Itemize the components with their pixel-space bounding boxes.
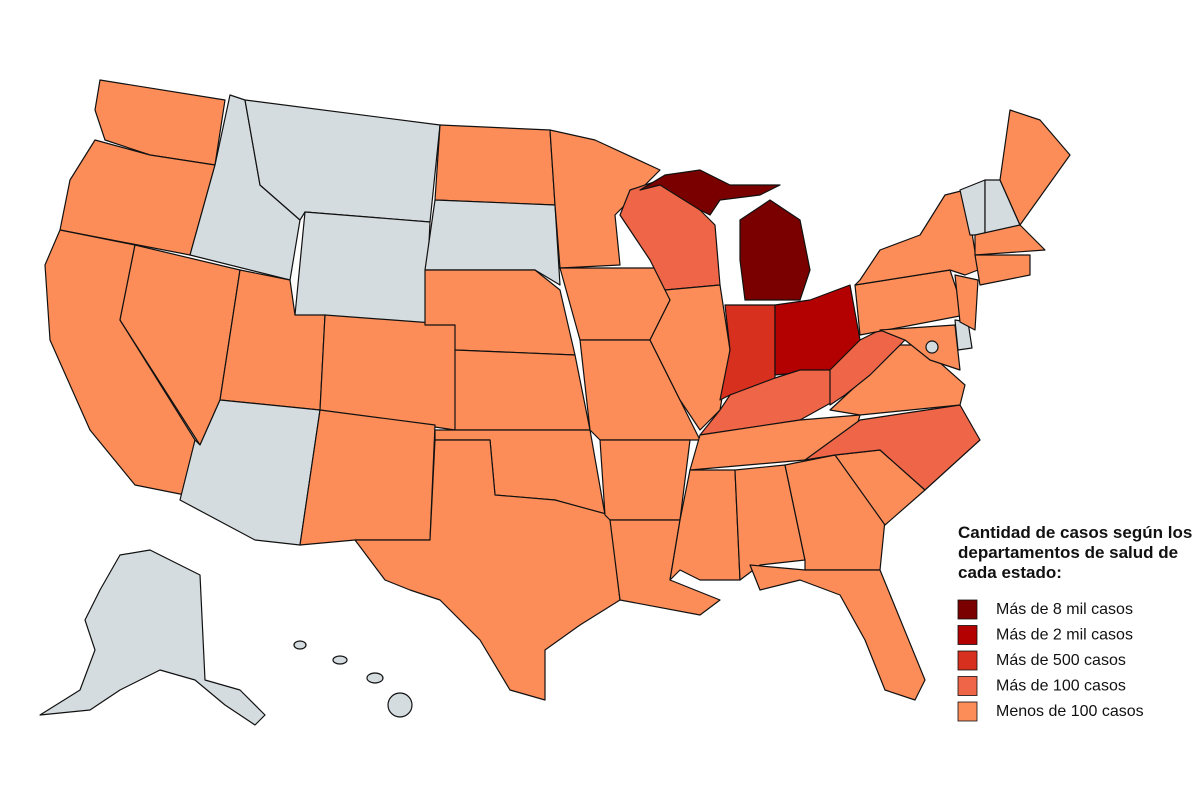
state <box>293 640 307 650</box>
legend-swatch <box>957 650 978 671</box>
state <box>925 340 939 354</box>
state <box>434 124 556 206</box>
state <box>549 129 661 269</box>
state <box>454 349 591 431</box>
legend-label: Más de 100 casos <box>996 678 1126 695</box>
legend-title: departamentos de salud de <box>958 543 1178 562</box>
legend-label: Más de 2 mil casos <box>996 627 1133 644</box>
legend-swatch <box>957 701 978 722</box>
state <box>639 169 781 216</box>
state <box>599 439 691 521</box>
states <box>39 79 1071 726</box>
state <box>39 549 266 726</box>
state <box>354 439 621 701</box>
state <box>332 655 348 665</box>
state <box>649 284 731 431</box>
state <box>559 267 671 341</box>
legend-label: Más de 500 casos <box>996 652 1126 669</box>
state <box>734 464 806 581</box>
state <box>294 211 431 326</box>
state <box>954 274 979 331</box>
state <box>366 672 384 684</box>
state <box>879 324 961 371</box>
legend-swatch <box>957 599 978 620</box>
state <box>854 189 979 286</box>
state <box>387 692 413 718</box>
legend-title: cada estado: <box>958 563 1062 582</box>
state <box>299 409 436 546</box>
state <box>804 404 981 491</box>
legend-label: Menos de 100 casos <box>996 703 1144 720</box>
state <box>739 199 811 301</box>
legend-label: Más de 8 mil casos <box>996 601 1133 618</box>
legend-swatch <box>957 625 978 645</box>
state <box>829 329 906 406</box>
legend: Cantidad de casos según losdepartamentos… <box>957 523 1192 722</box>
state <box>424 199 561 286</box>
state <box>749 564 926 701</box>
state <box>974 254 1031 286</box>
state <box>974 224 1046 256</box>
legend-swatch <box>957 676 978 696</box>
legend-title: Cantidad de casos según los <box>958 523 1192 542</box>
state <box>999 109 1071 226</box>
